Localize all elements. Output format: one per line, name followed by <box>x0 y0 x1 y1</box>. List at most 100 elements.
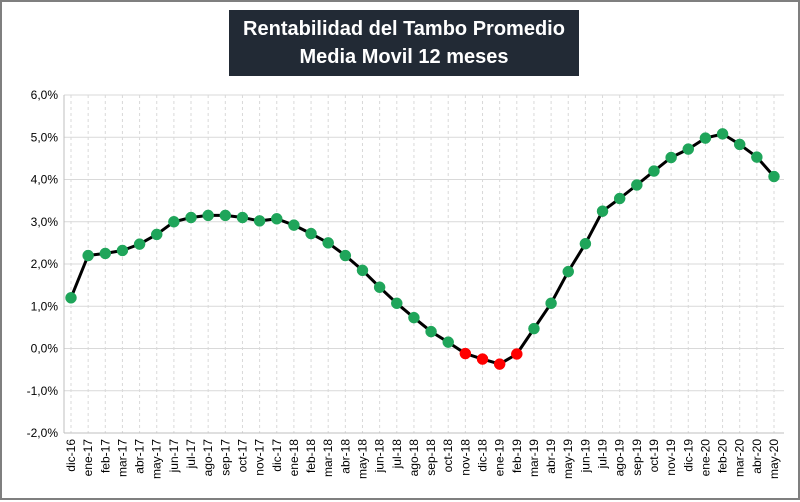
data-point <box>442 336 454 348</box>
y-tick-labels: -2,0% -1,0% 0,0% 1,0% 2,0% 3,0% 4,0% 5,0% 6,0% <box>27 88 59 440</box>
data-point <box>253 215 266 227</box>
data-point <box>356 264 369 277</box>
x-tick-label: jul-18 <box>390 439 404 470</box>
x-tick-label: dic-18 <box>476 439 490 472</box>
data-point <box>631 179 643 191</box>
x-tick-label: ene-17 <box>81 439 95 477</box>
y-tick-label: 3,0% <box>31 215 59 229</box>
x-tick-label: abr-17 <box>133 439 147 474</box>
chart-subtitle: Media Movil 12 meses <box>299 46 509 68</box>
data-point <box>82 249 94 262</box>
x-tick-label: may-20 <box>767 439 781 479</box>
x-tick-label: mar-20 <box>733 439 747 477</box>
data-point <box>613 192 626 205</box>
data-point <box>339 249 352 262</box>
data-point <box>682 143 695 155</box>
data-point <box>768 170 780 183</box>
data-point <box>271 213 283 225</box>
y-tick-label: -1,0% <box>27 384 59 398</box>
data-point <box>665 151 677 164</box>
data-point <box>511 348 523 360</box>
data-point <box>373 281 386 293</box>
x-tick-label: feb-19 <box>510 439 524 473</box>
x-tick-label: feb-17 <box>98 439 112 473</box>
x-tick-label: jul-19 <box>596 439 610 470</box>
data-point <box>562 265 574 278</box>
y-tick-label: -2,0% <box>27 426 59 440</box>
data-point <box>185 211 197 224</box>
x-tick-label: dic-16 <box>64 439 78 472</box>
x-tick-label: ago-19 <box>613 439 627 477</box>
x-tick-label: sep-19 <box>630 439 644 476</box>
data-point <box>459 347 472 360</box>
x-tick-label: oct-19 <box>647 439 661 473</box>
data-point <box>596 205 609 217</box>
x-tick-label: oct-17 <box>235 439 249 473</box>
data-point <box>219 209 232 222</box>
x-tick-label: dic-17 <box>270 439 284 472</box>
x-tick-label: nov-18 <box>458 439 472 476</box>
x-tick-label: oct-18 <box>441 439 455 473</box>
x-tick-label: feb-20 <box>716 439 730 473</box>
data-point <box>236 211 249 224</box>
data-point <box>305 227 317 240</box>
series-line <box>69 132 776 366</box>
data-point <box>408 311 420 324</box>
x-tick-label: jul-17 <box>184 439 198 470</box>
data-point <box>493 358 506 370</box>
data-point <box>322 237 334 249</box>
x-tick-label: sep-17 <box>218 439 232 476</box>
data-point <box>545 297 557 310</box>
x-tick-labels: dic-16 ene-17 feb-17 mar-17 abr-17 may-17 jun-… <box>64 439 781 479</box>
y-tick-label: 4,0% <box>31 173 59 187</box>
chart-title: Rentabilidad del Tambo Promedio <box>243 18 565 40</box>
x-tick-label: ene-18 <box>287 439 301 477</box>
x-tick-label: may-18 <box>355 439 369 479</box>
y-tick-label: 1,0% <box>31 299 59 313</box>
x-tick-label: ene-20 <box>698 439 712 477</box>
x-tick-label: feb-18 <box>304 439 318 473</box>
x-tick-label: jun-18 <box>373 439 387 474</box>
y-tick-label: 2,0% <box>31 257 59 271</box>
gridlines <box>64 94 784 434</box>
x-tick-label: abr-20 <box>750 439 764 474</box>
y-tick-label: 0,0% <box>31 342 59 356</box>
x-tick-label: may-17 <box>150 439 164 479</box>
data-point <box>202 209 214 222</box>
x-tick-label: jun-19 <box>578 439 592 474</box>
data-point <box>133 238 146 250</box>
x-tick-label: ago-18 <box>407 439 421 477</box>
data-point <box>476 353 489 365</box>
data-point <box>648 165 660 177</box>
x-tick-label: abr-18 <box>338 439 352 474</box>
chart-title-box: Rentabilidad del Tambo Promedio Media Mo… <box>229 10 579 76</box>
data-point <box>528 322 540 335</box>
data-point <box>391 297 403 310</box>
data-point <box>99 247 112 260</box>
x-tick-label: mar-19 <box>527 439 541 477</box>
x-tick-label: dic-19 <box>681 439 695 472</box>
data-point <box>150 228 163 241</box>
data-point <box>699 132 712 144</box>
x-tick-label: nov-17 <box>253 439 267 476</box>
series-line-path <box>69 132 776 366</box>
x-tick-label: ago-17 <box>201 439 215 477</box>
x-tick-label: nov-19 <box>664 439 678 476</box>
x-tick-label: ene-19 <box>493 439 507 477</box>
axes <box>63 95 784 434</box>
y-tick-label: 6,0% <box>31 88 59 102</box>
data-point <box>116 244 129 257</box>
x-tick-label: abr-19 <box>544 439 558 474</box>
data-point <box>733 138 746 151</box>
data-point <box>716 128 729 140</box>
data-markers <box>65 128 780 370</box>
x-tick-label: sep-18 <box>424 439 438 476</box>
data-point <box>751 151 763 163</box>
data-point <box>425 325 437 338</box>
x-tick-label: may-19 <box>561 439 575 479</box>
data-point <box>288 219 300 231</box>
data-point <box>579 237 592 250</box>
x-tick-label: mar-18 <box>321 439 335 477</box>
